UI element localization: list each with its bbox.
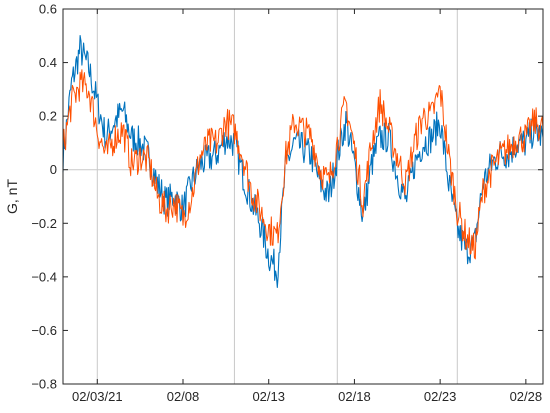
x-tick-label: 02/18 [338, 389, 371, 404]
y-axis-label: G, nT [4, 179, 20, 214]
x-tick-label: 02/23 [424, 389, 457, 404]
x-tick-label: 02/03/21 [72, 389, 123, 404]
y-tick-label: −0.2 [31, 216, 57, 231]
y-tick-label: 0.4 [39, 55, 57, 70]
y-tick-label: −0.4 [31, 269, 57, 284]
vertical-markers [96, 9, 458, 384]
y-axis: −0.8 −0.6 −0.4 −0.2 0 0.2 0.4 0.6 [31, 2, 543, 392]
y-tick-label: 0.2 [39, 109, 57, 124]
x-tick-label: 02/08 [167, 389, 200, 404]
x-axis: 02/03/21 02/08 02/13 02/18 02/23 02/28 [72, 9, 542, 404]
x-tick-label: 02/13 [252, 389, 285, 404]
series-layer [62, 35, 544, 288]
x-tick-label: 02/28 [510, 389, 543, 404]
y-tick-label: −0.8 [31, 377, 57, 392]
y-tick-label: −0.6 [31, 323, 57, 338]
y-tick-label: 0.6 [39, 2, 57, 17]
series-line-2 [62, 69, 544, 260]
plot-area-frame [62, 8, 544, 385]
y-tick-label: 0 [50, 162, 57, 177]
